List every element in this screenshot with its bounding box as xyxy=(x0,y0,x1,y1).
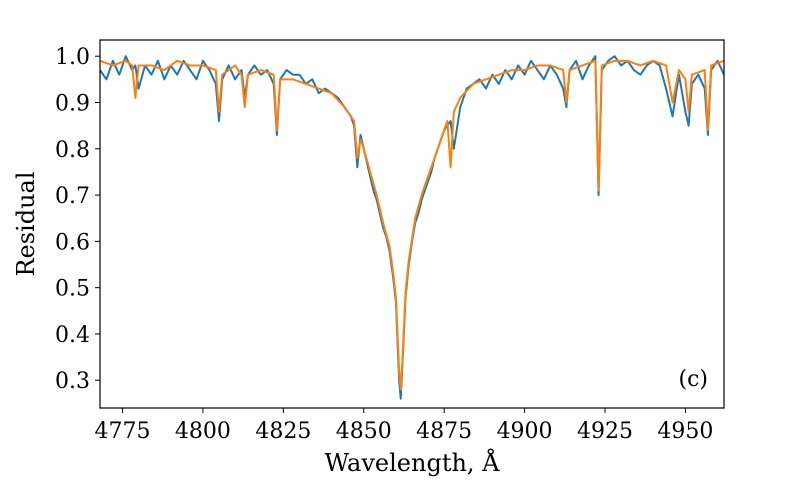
y-tick-label: 0.3 xyxy=(55,369,90,394)
x-axis: 4775 4800 4825 4850 4875 4900 4925 4950 xyxy=(95,408,713,444)
y-tick-label: 0.7 xyxy=(55,184,90,209)
y-tick-label: 0.6 xyxy=(55,230,90,255)
x-tick-label: 4925 xyxy=(577,419,633,444)
y-tick-label: 1.0 xyxy=(55,45,90,70)
series-layer xyxy=(100,55,724,400)
x-tick-label: 4875 xyxy=(416,419,472,444)
panel-label: (c) xyxy=(679,367,709,392)
y-tick-label: 0.5 xyxy=(55,277,90,302)
x-tick-label: 4800 xyxy=(175,419,231,444)
x-tick-label: 4825 xyxy=(255,419,311,444)
plot-frame xyxy=(99,39,725,409)
y-tick-label: 0.9 xyxy=(55,91,90,116)
y-tick-label: 0.4 xyxy=(55,323,90,348)
y-tick-label: 0.8 xyxy=(55,138,90,163)
x-axis-title: Wavelength, Å xyxy=(324,448,500,477)
series-line-2 xyxy=(100,59,724,391)
x-tick-label: 4775 xyxy=(95,419,151,444)
x-tick-label: 4950 xyxy=(657,419,713,444)
series-line-1 xyxy=(100,55,724,400)
y-axis: 0.3 0.4 0.5 0.6 0.7 0.8 0.9 1.0 xyxy=(55,45,100,394)
x-tick-label: 4900 xyxy=(497,419,553,444)
x-tick-label: 4850 xyxy=(336,419,392,444)
y-axis-title: Residual xyxy=(12,171,40,276)
